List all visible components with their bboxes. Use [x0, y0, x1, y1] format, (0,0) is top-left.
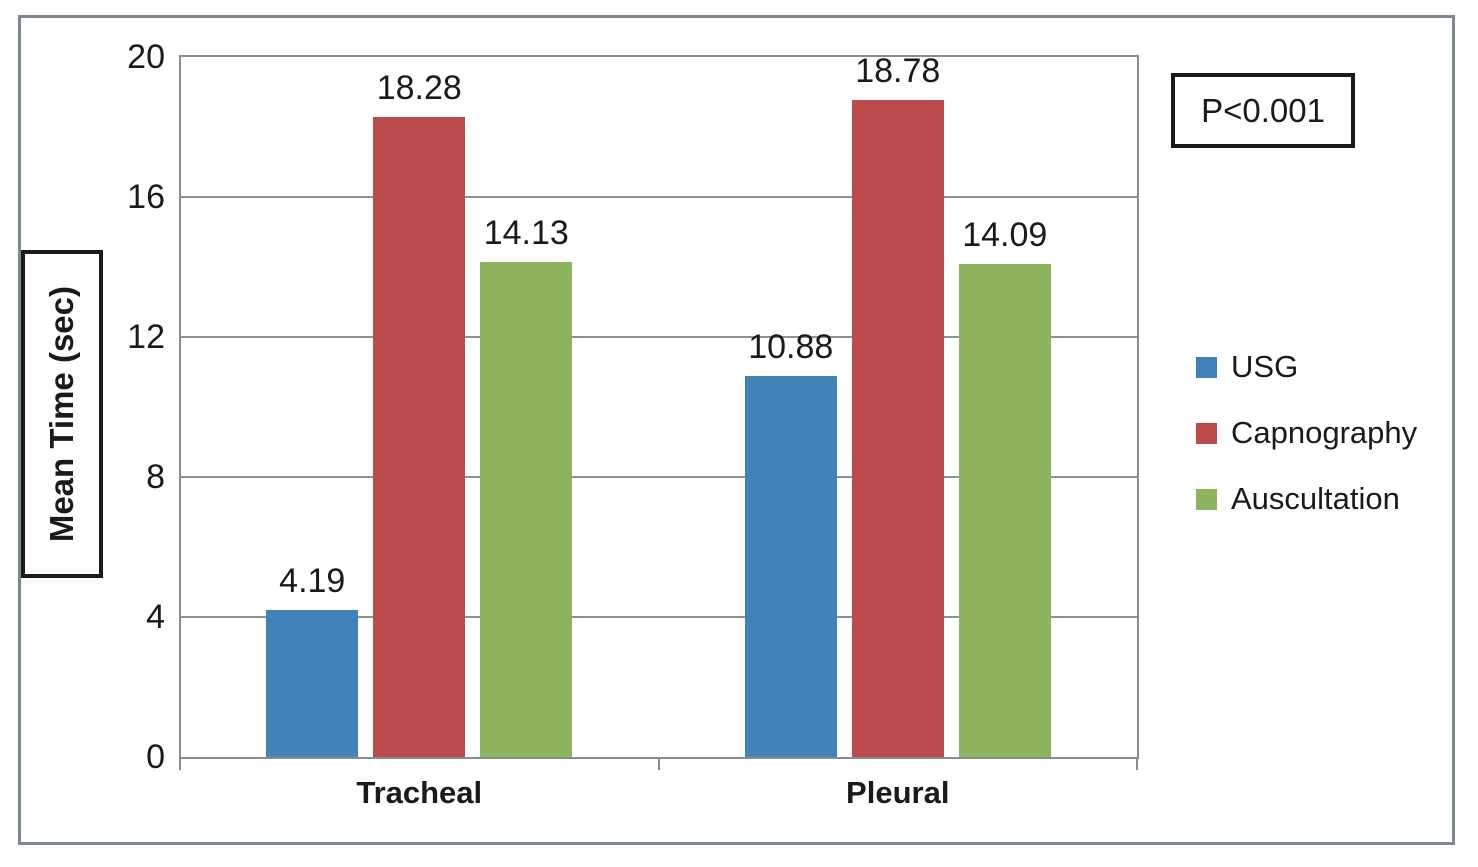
- x-category-label-pleural: Pleural: [846, 775, 950, 810]
- figure-border: [18, 15, 1455, 845]
- bar-usg-tracheal: [266, 610, 359, 757]
- y-tick-label: 8: [146, 458, 165, 496]
- legend: USG Capnography Auscultation: [1196, 349, 1418, 550]
- bar-value-label: 14.13: [483, 214, 569, 253]
- bar-usg-pleural: [744, 376, 837, 757]
- p-value-annotation: P<0.001: [1171, 73, 1355, 148]
- p-value-text: P<0.001: [1201, 91, 1325, 129]
- legend-item-usg: USG: [1196, 349, 1417, 384]
- x-tick: [179, 757, 181, 770]
- gridline: [180, 196, 1137, 198]
- y-tick-label: 4: [146, 598, 165, 636]
- legend-label: USG: [1231, 349, 1299, 384]
- bar-value-label: 18.78: [855, 51, 941, 90]
- y-tick-label: 12: [127, 318, 165, 356]
- legend-swatch: [1196, 488, 1217, 510]
- bar-auscultation-tracheal: [480, 262, 573, 757]
- bar-value-label: 14.09: [962, 215, 1048, 254]
- legend-label: Auscultation: [1231, 481, 1400, 516]
- y-axis-title: Mean Time (sec): [43, 285, 80, 543]
- bar-value-label: 10.88: [748, 328, 834, 367]
- gridline: [180, 616, 1137, 618]
- bar-capnography-tracheal: [373, 117, 466, 757]
- y-tick-label: 0: [146, 738, 165, 776]
- bar-value-label: 4.19: [279, 562, 346, 601]
- legend-item-auscultation: Auscultation: [1196, 481, 1417, 516]
- y-axis-title-box: Mean Time (sec): [21, 250, 103, 578]
- gridline: [180, 476, 1137, 478]
- y-tick-label: 20: [127, 38, 165, 76]
- legend-swatch: [1196, 422, 1217, 444]
- legend-swatch: [1196, 356, 1217, 378]
- bar-auscultation-pleural: [958, 263, 1051, 757]
- y-tick-label: 16: [127, 178, 165, 216]
- legend-item-capnography: Capnography: [1196, 415, 1418, 450]
- bar-value-label: 18.28: [376, 69, 462, 108]
- x-category-label-tracheal: Tracheal: [356, 775, 483, 810]
- x-tick: [657, 757, 660, 770]
- legend-label: Capnography: [1231, 415, 1418, 450]
- x-tick: [1136, 757, 1138, 770]
- gridline: [180, 336, 1137, 338]
- bar-capnography-pleural: [851, 99, 944, 757]
